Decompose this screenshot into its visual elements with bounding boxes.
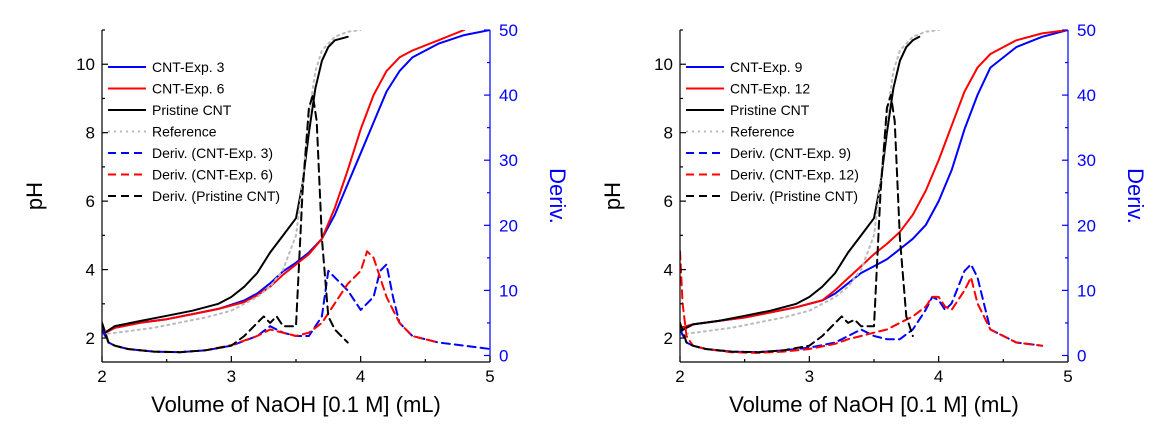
y-tick-label: 6 — [86, 192, 95, 211]
chart-panel-1: 2 3 4 5 2 4 6 8 10 0 10 20 30 40 50 Volume of NaOH [0.1… — [22, 21, 570, 417]
x-tick-label: 5 — [1063, 367, 1072, 386]
x-tick-label: 2 — [97, 367, 106, 386]
y2-tick-label: 40 — [499, 86, 518, 105]
series-group — [680, 30, 1068, 354]
series-group — [102, 30, 490, 354]
legend: CNT-Exp. 9 CNT-Exp. 12 Pristine CNT Referen… — [686, 59, 859, 204]
y-tick-label: 4 — [664, 261, 673, 280]
x-tick-label: 3 — [805, 367, 814, 386]
legend-label-3: Pristine CNT — [152, 102, 232, 118]
series-line-3 — [680, 35, 921, 333]
series-line-6 — [680, 250, 1044, 354]
y-axis-title: pH — [600, 182, 625, 210]
y2-tick-label: 50 — [1077, 21, 1096, 40]
legend-label-7: Deriv. (Pristine CNT) — [730, 188, 858, 204]
legend-label-1: CNT-Exp. 9 — [730, 59, 803, 75]
legend-label-2: CNT-Exp. 12 — [730, 81, 810, 97]
y-tick-label: 10 — [654, 55, 673, 74]
chart-panel-2: 2 3 4 5 2 4 6 8 10 0 10 20 30 40 50 Volume of NaOH [0.1… — [600, 21, 1148, 417]
legend-label-3: Pristine CNT — [730, 102, 810, 118]
legend-label-6: Deriv. (CNT-Exp. 12) — [730, 167, 859, 183]
y2-tick-label: 30 — [499, 151, 518, 170]
series-line-4 — [680, 30, 940, 336]
x-tick-label: 3 — [227, 367, 236, 386]
y2-axis-title: Deriv. — [545, 168, 570, 224]
y2-tick-label: 20 — [499, 216, 518, 235]
series-line-3 — [102, 35, 349, 336]
x-tick-label: 5 — [485, 367, 494, 386]
y2-tick-label: 40 — [1077, 86, 1096, 105]
y2-tick-label: 0 — [499, 346, 508, 365]
x-tick-label: 2 — [675, 367, 684, 386]
y-tick-label: 4 — [86, 261, 95, 280]
legend: CNT-Exp. 3 CNT-Exp. 6 Pristine CNT Referenc… — [108, 59, 280, 204]
legend-label-6: Deriv. (CNT-Exp. 6) — [152, 167, 273, 183]
legend-label-4: Reference — [152, 124, 217, 140]
legend-label-1: CNT-Exp. 3 — [152, 59, 225, 75]
y-tick-label: 6 — [664, 192, 673, 211]
y-axis-title: pH — [22, 182, 47, 210]
series-line-5 — [102, 263, 490, 354]
y-tick-label: 10 — [76, 55, 95, 74]
series-line-2 — [680, 30, 1068, 329]
y2-tick-label: 50 — [499, 21, 518, 40]
series-line-7 — [680, 94, 914, 354]
y2-tick-label: 20 — [1077, 216, 1096, 235]
y-tick-label: 2 — [86, 329, 95, 348]
y2-tick-label: 30 — [1077, 151, 1096, 170]
legend-label-5: Deriv. (CNT-Exp. 3) — [152, 145, 273, 161]
series-line-7 — [102, 94, 349, 354]
x-tick-label: 4 — [356, 367, 365, 386]
legend-label-4: Reference — [730, 124, 795, 140]
y-tick-label: 8 — [86, 124, 95, 143]
y2-axis-title: Deriv. — [1123, 168, 1148, 224]
series-line-6 — [102, 250, 440, 354]
x-axis-title: Volume of NaOH [0.1 M] (mL) — [151, 392, 441, 417]
x-tick-label: 4 — [934, 367, 943, 386]
y-tick-label: 8 — [664, 124, 673, 143]
legend-label-2: CNT-Exp. 6 — [152, 81, 225, 97]
y2-tick-label: 10 — [1077, 281, 1096, 300]
x-axis-title: Volume of NaOH [0.1 M] (mL) — [729, 392, 1019, 417]
series-line-5 — [680, 263, 1044, 354]
series-line-4 — [102, 30, 362, 336]
y2-tick-label: 10 — [499, 281, 518, 300]
y-tick-label: 2 — [664, 329, 673, 348]
series-line-2 — [102, 30, 466, 336]
legend-label-7: Deriv. (Pristine CNT) — [152, 188, 280, 204]
legend-label-5: Deriv. (CNT-Exp. 9) — [730, 145, 851, 161]
y2-tick-label: 0 — [1077, 346, 1086, 365]
